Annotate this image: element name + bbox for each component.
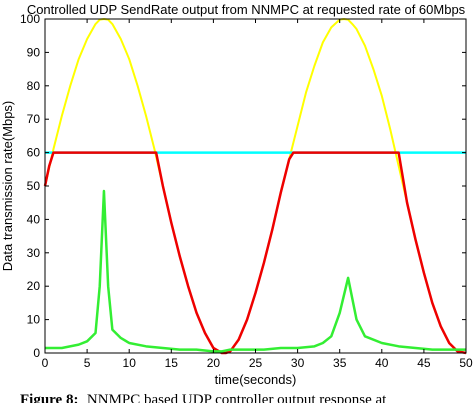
x-tick-label: 30 [291,356,305,370]
y-tick-label: 40 [27,212,41,226]
y-tick-label: 0 [33,346,40,360]
y-tick-label: 50 [27,179,41,193]
x-tick-label: 25 [249,356,263,370]
chart-title: Controlled UDP SendRate output from NNMP… [27,2,466,17]
figure-caption: Figure 8: NNMPC based UDP controller out… [20,391,387,403]
x-axis-label: time(seconds) [215,372,297,387]
x-tick-label: 45 [417,356,431,370]
y-axis-label: Data transmission rate(Mbps) [0,101,15,272]
x-tick-label: 35 [333,356,347,370]
axis-ticks: 0 5 10 15 20 25 30 35 40 45 50 0 10 20 30 40 50 60 70 80 90 1… [20,12,473,370]
series-line-1 [44,18,467,354]
y-tick-label: 60 [27,146,41,160]
x-tick-label: 10 [123,356,137,370]
figure-caption-text: Figure 8: NNMPC based UDP controller out… [20,391,387,403]
plot-lines [43,18,467,355]
x-tick-label: 20 [207,356,221,370]
x-tick-label: 5 [84,356,91,370]
series-line-4 [45,189,466,353]
y-tick-label: 20 [27,279,41,293]
figure-caption-body: NNMPC based UDP controller output respon… [87,392,387,403]
y-tick-label: 70 [27,112,41,126]
y-tick-label: 10 [27,313,41,327]
y-tick-label: 100 [20,12,40,26]
y-tick-label: 90 [27,45,41,59]
x-tick-label: 15 [165,356,179,370]
y-tick-label: 30 [27,246,41,260]
x-tick-label: 0 [42,356,49,370]
x-tick-label: 50 [459,356,473,370]
figure-caption-label: Figure 8: [20,392,78,403]
x-tick-label: 40 [375,356,389,370]
y-tick-label: 80 [27,79,41,93]
series-line-3 [43,151,467,355]
